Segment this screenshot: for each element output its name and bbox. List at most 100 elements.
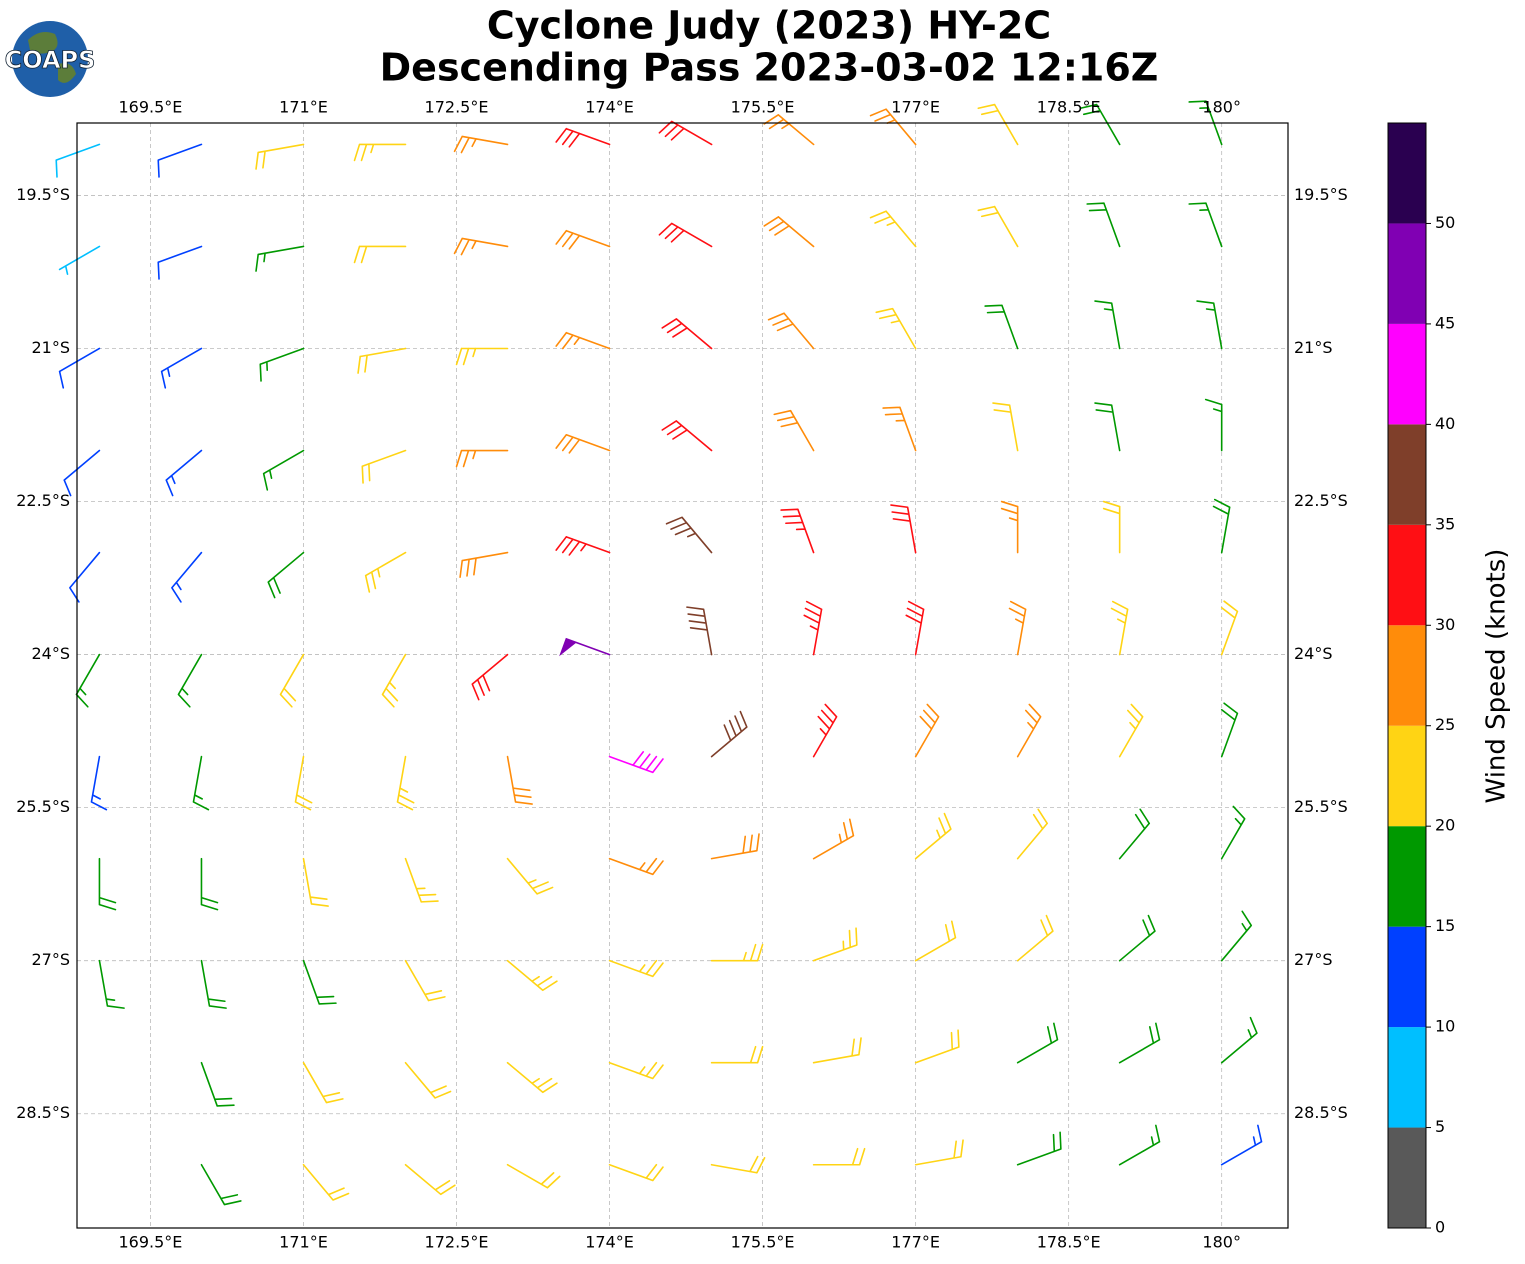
wind-barb bbox=[661, 318, 713, 350]
wind-barb bbox=[1079, 103, 1121, 146]
colorbar-segment bbox=[1388, 323, 1426, 425]
wind-barb bbox=[1220, 1124, 1263, 1166]
wind-barb bbox=[506, 1163, 561, 1189]
wind-barb bbox=[812, 1147, 866, 1166]
colorbar-segment bbox=[1388, 926, 1426, 1028]
wind-barb bbox=[255, 245, 305, 272]
wind-barb bbox=[455, 449, 509, 468]
wind-barb bbox=[1000, 500, 1019, 554]
wind-barb bbox=[1016, 914, 1054, 962]
wind-barb bbox=[767, 312, 815, 350]
wind-barb bbox=[1220, 910, 1253, 962]
wind-barb bbox=[914, 1139, 964, 1166]
wind-barb bbox=[192, 755, 210, 811]
wind-barb bbox=[812, 818, 855, 860]
colorbar-tick-label: 45 bbox=[1435, 313, 1455, 332]
colorbar-segment bbox=[1388, 223, 1426, 324]
y-tick-label: 27°S bbox=[1294, 950, 1333, 969]
wind-barb bbox=[1086, 202, 1121, 248]
wind-barb bbox=[453, 237, 509, 256]
wind-barb bbox=[1204, 398, 1223, 452]
x-tick-label: 171°E bbox=[279, 1233, 328, 1252]
wind-barb bbox=[506, 857, 554, 895]
wind-barb bbox=[555, 536, 611, 556]
wind-barb bbox=[1110, 600, 1129, 656]
wind-barb bbox=[869, 108, 917, 146]
wind-barb bbox=[555, 331, 611, 350]
wind-barb bbox=[58, 245, 101, 275]
wind-barb bbox=[302, 1061, 344, 1104]
x-tick-label: 171°E bbox=[279, 98, 328, 117]
colorbar-tick-label: 25 bbox=[1435, 715, 1455, 734]
y-tick-label: 24°S bbox=[31, 644, 70, 663]
wind-barb bbox=[69, 551, 101, 603]
colorbar-tick-label: 0 bbox=[1435, 1218, 1445, 1237]
wind-barb bbox=[1220, 702, 1239, 758]
x-tick-label: 174°E bbox=[585, 1233, 634, 1252]
title: Cyclone Judy (2023) HY-2C bbox=[487, 4, 1051, 48]
y-tick-label: 25.5°S bbox=[16, 797, 70, 816]
wind-barb bbox=[1188, 202, 1223, 248]
wind-barb bbox=[608, 1163, 664, 1182]
wind-barb bbox=[914, 1029, 960, 1064]
wind-barb bbox=[455, 347, 509, 366]
wind-barb bbox=[200, 857, 219, 911]
wind-barb bbox=[1016, 1022, 1059, 1064]
wind-barb bbox=[1118, 808, 1151, 860]
colorbar-tick-label: 40 bbox=[1435, 414, 1455, 433]
wind-barb bbox=[882, 406, 917, 452]
wind-barb bbox=[302, 857, 329, 907]
wind-barb bbox=[875, 307, 917, 350]
wind-barb bbox=[686, 606, 713, 656]
colorbar-segment bbox=[1388, 524, 1426, 626]
x-tick-label: 178.5°E bbox=[1037, 98, 1101, 117]
wind-barb bbox=[1220, 1016, 1258, 1064]
wind-barb bbox=[555, 229, 611, 250]
wind-barb bbox=[75, 653, 101, 708]
colorbar-segment bbox=[1388, 1127, 1426, 1228]
wind-barb bbox=[803, 600, 823, 656]
wind-barb bbox=[98, 959, 125, 1009]
colorbar-tick-label: 35 bbox=[1435, 514, 1455, 533]
wind-barb bbox=[763, 216, 815, 248]
wind-barb bbox=[200, 959, 227, 1009]
wind-barb bbox=[255, 143, 305, 170]
wind-barb bbox=[506, 1061, 558, 1094]
subtitle: Descending Pass 2023-03-02 12:16Z bbox=[380, 46, 1159, 90]
colorbar-tick-label: 5 bbox=[1435, 1117, 1445, 1136]
wind-barb bbox=[905, 600, 925, 656]
colorbar-segment bbox=[1388, 123, 1426, 224]
wind-barb bbox=[977, 205, 1019, 248]
wind-barb bbox=[658, 120, 713, 146]
wind-barb bbox=[267, 551, 305, 599]
x-tick-label: 178.5°E bbox=[1037, 1233, 1101, 1252]
map-area bbox=[55, 100, 1288, 1228]
colorbar-tick-label: 15 bbox=[1435, 916, 1455, 935]
y-tick-label: 22.5°S bbox=[1294, 491, 1348, 510]
wind-barb bbox=[559, 637, 611, 657]
wind-barb bbox=[404, 1061, 452, 1099]
colorbar-frame bbox=[1387, 122, 1427, 1229]
wind-barb bbox=[259, 347, 305, 382]
wind-barb bbox=[1118, 914, 1156, 962]
wind-barb bbox=[302, 959, 337, 1005]
colorbar-segment bbox=[1388, 725, 1426, 827]
y-tick-label: 28.5°S bbox=[16, 1103, 70, 1122]
wind-barb bbox=[890, 504, 917, 554]
wind-barb bbox=[1008, 600, 1027, 656]
wind-barb bbox=[710, 1045, 764, 1064]
y-tick-label: 27°S bbox=[31, 950, 70, 969]
wind-barb bbox=[98, 857, 117, 911]
y-tick-label: 25.5°S bbox=[1294, 797, 1348, 816]
colorbar-tick-label: 10 bbox=[1435, 1017, 1455, 1036]
wind-barb bbox=[710, 833, 760, 860]
wind-barb bbox=[763, 114, 815, 146]
wind-barb bbox=[812, 703, 838, 758]
wind-barb bbox=[90, 755, 108, 811]
y-tick-label: 19.5°S bbox=[16, 185, 70, 204]
wind-barb bbox=[357, 347, 407, 374]
wind-barb bbox=[869, 210, 917, 248]
wind-barb bbox=[608, 959, 664, 978]
